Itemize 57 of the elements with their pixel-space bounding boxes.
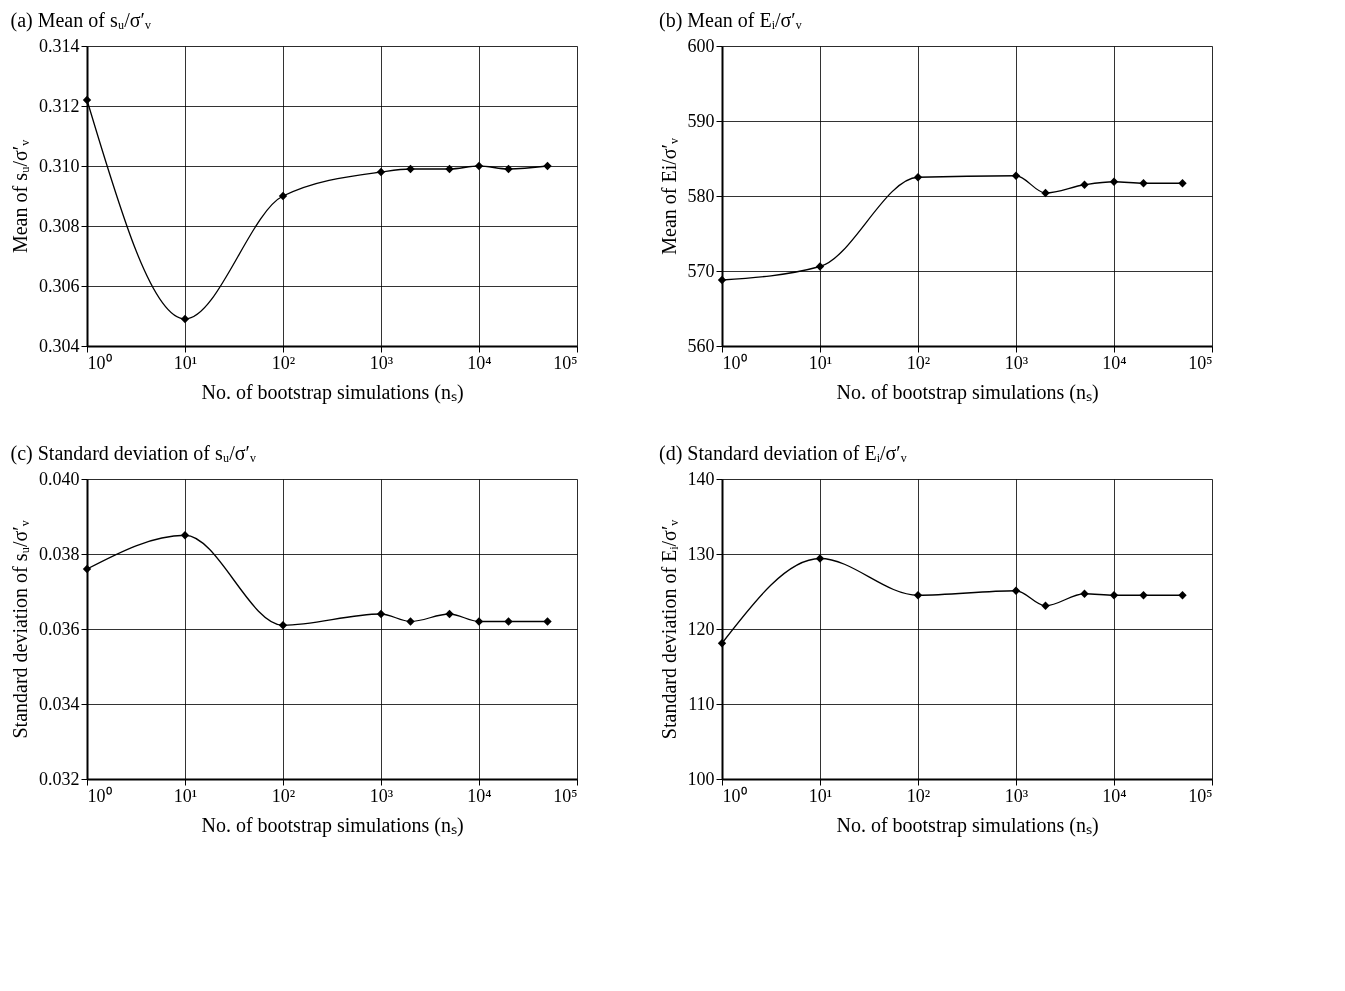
chart-title: (a) Mean of sᵤ/σ′ᵥ — [10, 9, 151, 32]
y-tick-label: 120 — [687, 618, 715, 639]
x-tick-label: 10² — [271, 352, 296, 373]
x-axis-title: No. of bootstrap simulations (nₛ) — [201, 813, 464, 837]
y-tick-label: 0.038 — [39, 543, 80, 564]
x-tick-label: 10³ — [1004, 352, 1029, 373]
x-tick-label: 10³ — [369, 352, 394, 373]
x-tick-label: 10⁵ — [553, 785, 578, 806]
y-tick-label: 0.314 — [39, 35, 80, 56]
x-tick-label: 10⁰ — [87, 352, 112, 373]
x-tick-label: 10¹ — [808, 352, 833, 373]
y-tick-label: 0.032 — [39, 768, 80, 789]
y-tick-label: 110 — [688, 693, 715, 714]
x-tick-label: 10⁰ — [87, 785, 112, 806]
y-tick-label: 0.308 — [39, 215, 80, 236]
y-tick-label: 590 — [687, 110, 715, 131]
chart-title: (d) Standard deviation of Eᵢ/σ′ᵥ — [659, 442, 907, 465]
x-tick-label: 10⁰ — [722, 785, 747, 806]
y-tick-label: 0.034 — [39, 693, 80, 714]
x-tick-label: 10⁵ — [1188, 785, 1213, 806]
x-tick-label: 10² — [906, 352, 931, 373]
x-tick-label: 10¹ — [173, 352, 198, 373]
x-axis-title: No. of bootstrap simulations (nₛ) — [836, 380, 1099, 404]
y-axis-title: Standard deviation of sᵤ/σ′ᵥ — [9, 520, 31, 739]
x-tick-label: 10⁴ — [1102, 785, 1127, 806]
x-axis-title: No. of bootstrap simulations (nₛ) — [201, 380, 464, 404]
x-tick-label: 10² — [906, 785, 931, 806]
y-tick-label: 0.312 — [39, 95, 80, 116]
x-tick-label: 10⁵ — [1188, 352, 1213, 373]
y-axis-title: Mean of sᵤ/σ′ᵥ — [9, 139, 31, 254]
x-tick-label: 10⁴ — [1102, 352, 1127, 373]
y-tick-label: 0.310 — [39, 155, 80, 176]
y-tick-label: 580 — [687, 185, 715, 206]
y-tick-label: 0.036 — [39, 618, 80, 639]
y-axis-title: Mean of Ei/σ′ᵥ — [657, 138, 680, 255]
y-tick-label: 600 — [687, 35, 715, 56]
x-tick-label: 10⁴ — [467, 352, 492, 373]
y-tick-label: 0.304 — [39, 335, 80, 356]
x-tick-label: 10³ — [1004, 785, 1029, 806]
y-tick-label: 0.040 — [39, 468, 80, 489]
y-tick-label: 130 — [687, 543, 715, 564]
x-tick-label: 10⁴ — [467, 785, 492, 806]
y-tick-label: 100 — [687, 768, 715, 789]
x-tick-label: 10⁰ — [722, 352, 747, 373]
y-tick-label: 0.306 — [39, 275, 80, 296]
chart-title: (b) Mean of Eᵢ/σ′ᵥ — [659, 9, 802, 32]
y-tick-label: 140 — [687, 468, 715, 489]
y-tick-label: 570 — [687, 260, 715, 281]
x-tick-label: 10² — [271, 785, 296, 806]
x-tick-label: 10¹ — [173, 785, 198, 806]
x-tick-label: 10³ — [369, 785, 394, 806]
y-tick-label: 560 — [687, 335, 715, 356]
x-tick-label: 10¹ — [808, 785, 833, 806]
y-axis-title: Standard deviation of Eᵢ/σ′ᵥ — [657, 519, 680, 740]
x-axis-title: No. of bootstrap simulations (nₛ) — [836, 813, 1099, 837]
x-tick-label: 10⁵ — [553, 352, 578, 373]
chart-title: (c) Standard deviation of sᵤ/σ′ᵥ — [10, 442, 256, 465]
